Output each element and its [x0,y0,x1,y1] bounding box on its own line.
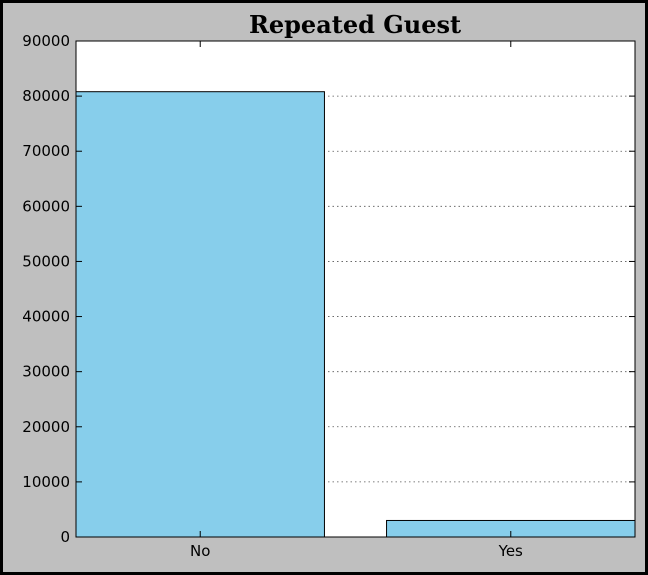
y-tick-label: 80000 [22,87,70,105]
y-tick-label: 40000 [22,308,70,326]
y-tick-label: 60000 [22,197,70,215]
y-tick-label: 10000 [22,473,70,491]
y-tick-label: 90000 [22,32,70,50]
chart-title: Repeated Guest [249,10,461,39]
y-tick-label: 20000 [22,418,70,436]
y-tick-label: 70000 [22,142,70,160]
x-tick-label: No [190,542,210,560]
y-tick-label: 50000 [22,252,70,270]
bars [75,91,636,538]
bar-no [75,91,325,538]
x-tick-labels: No Yes [190,542,523,560]
plot-border [75,40,636,538]
grid-lines [76,95,635,483]
y-tick-label: 0 [60,528,70,546]
x-tick-label: Yes [498,542,523,560]
y-tick-label: 30000 [22,363,70,381]
y-tick-labels: 0 10000 20000 30000 40000 50000 60000 70000 8000… [22,32,70,546]
